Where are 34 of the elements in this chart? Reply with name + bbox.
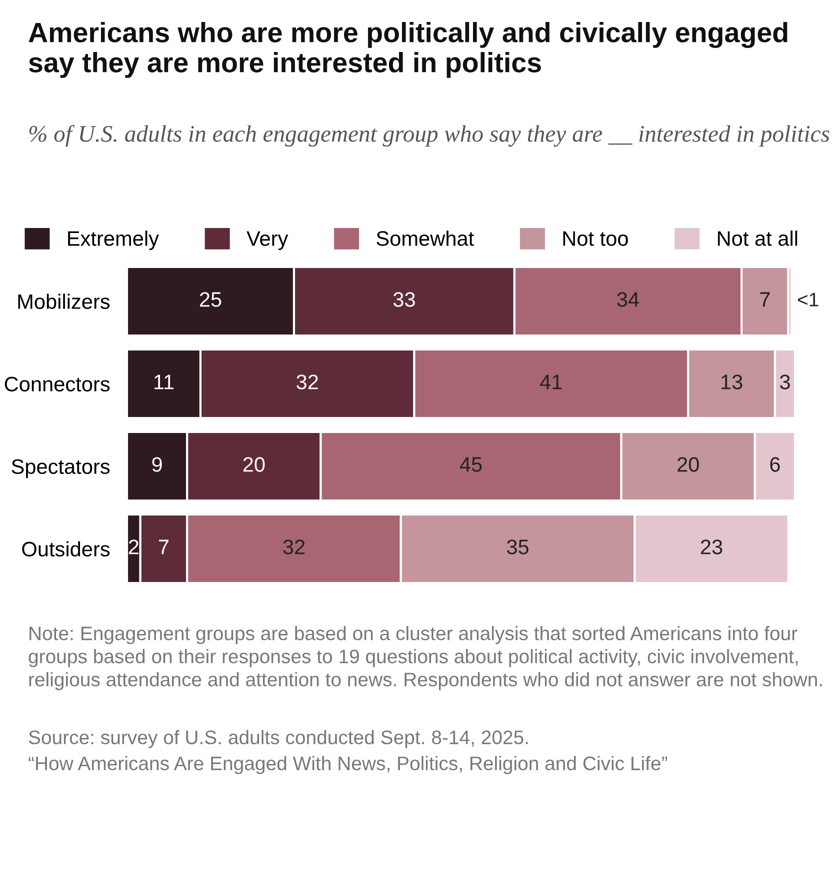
text: “How Americans Are Engaged With News, Politics, Religion and Civic Life” (28, 756, 668, 774)
data-label: 33 (393, 292, 415, 307)
data-label: 45 (460, 457, 482, 472)
data-label: 41 (540, 374, 562, 390)
source-note: Source: survey of U.S. adults conducted Sept. 8-14, 2025. (28, 730, 528, 748)
legend-label: Not too (563, 231, 628, 246)
chart-title: Americans who are more politically and civically engaged say they are more interested in politics (28, 22, 788, 78)
data-label: 2 (128, 540, 138, 554)
legend-label: Somewhat (376, 230, 474, 246)
data-label: 11 (154, 374, 174, 390)
data-label: 20 (243, 457, 265, 472)
data-label: 6 (770, 457, 780, 472)
data-label: 32 (283, 540, 305, 554)
data-label: <1 (798, 292, 818, 306)
y-tick-label: Spectators (12, 459, 110, 478)
data-label: 34 (617, 292, 639, 307)
data-label: 3 (780, 374, 790, 390)
data-label: 20 (678, 457, 699, 472)
data-label: 13 (722, 374, 742, 390)
y-tick-label: Mobilizers (18, 294, 110, 310)
legend-label: Not at all (718, 230, 798, 246)
data-label: 7 (760, 292, 770, 307)
data-label: 7 (159, 540, 168, 554)
data-label: 23 (700, 540, 722, 554)
y-tick-label: Outsiders (22, 541, 110, 557)
legend-label: Very (246, 231, 288, 250)
data-label: 25 (200, 292, 222, 307)
y-tick-label: Connectors (4, 376, 110, 392)
legend-label: Extremely (68, 230, 159, 250)
data-label: 35 (506, 540, 528, 554)
chart-subtitle: % of U.S. adults in each engagement group who say they are __ interested in politics (29, 125, 830, 147)
data-label: 9 (152, 457, 162, 472)
data-label: 32 (296, 374, 318, 390)
text: Note: Engagement groups are based on a cluster analysis that sorted Americans into four groups based on their responses to 19 questions about political activity, civic involvement, religious attendance and attention to news. Respondents who did not answer are not shown. (28, 626, 822, 690)
